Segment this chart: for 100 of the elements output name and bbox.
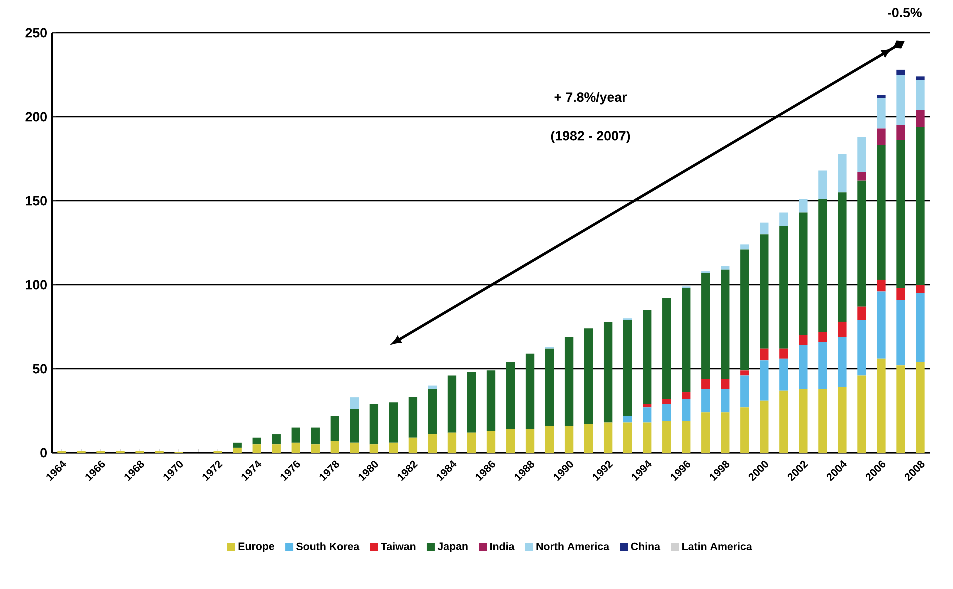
bar [896, 70, 906, 75]
y-tick-label: 200 [26, 112, 47, 122]
legend-label: China [631, 542, 661, 550]
legend-label: Latin America [682, 542, 752, 550]
bar [643, 422, 652, 453]
bar [682, 399, 691, 422]
bar [428, 434, 438, 453]
legend-label: Europe [238, 542, 275, 552]
bar [486, 431, 496, 453]
bar [721, 412, 730, 453]
bar [311, 444, 320, 453]
bar [311, 428, 320, 445]
bar [780, 348, 788, 359]
bar [896, 74, 906, 126]
bar [292, 428, 300, 443]
bar [818, 389, 828, 453]
bar [370, 404, 379, 445]
bar [330, 441, 340, 453]
bar [702, 273, 710, 380]
bar [252, 444, 262, 453]
bar [702, 412, 710, 453]
bar [896, 125, 906, 141]
bar [916, 110, 925, 128]
bar [545, 348, 554, 426]
bar [506, 429, 516, 453]
y-tick-label: 150 [26, 196, 47, 206]
bar [838, 154, 847, 193]
bar [858, 172, 866, 181]
bar [818, 332, 828, 342]
bar [721, 389, 730, 413]
bar [682, 421, 691, 453]
bar [916, 362, 925, 453]
bar [896, 140, 906, 288]
legend-label: India [490, 542, 515, 550]
bar [916, 76, 925, 80]
bar [662, 298, 672, 400]
bar [799, 212, 808, 336]
text: -0.5% [888, 8, 922, 18]
annotation: (1982 - 2007) [551, 130, 630, 144]
bar [858, 376, 866, 453]
bar [467, 432, 476, 453]
bar [760, 222, 769, 235]
bar [916, 127, 925, 285]
bar [702, 379, 710, 390]
bar [233, 448, 242, 453]
bar [564, 337, 574, 426]
bar [682, 392, 691, 400]
bar [604, 322, 613, 423]
bar [799, 199, 808, 213]
bar [408, 398, 418, 438]
bar [448, 432, 457, 453]
bar [350, 398, 360, 410]
bar [233, 442, 242, 448]
bar [858, 306, 866, 320]
bar [721, 379, 730, 390]
bar [526, 354, 535, 430]
bar [702, 389, 710, 413]
bar [858, 137, 866, 172]
bar [467, 372, 476, 433]
bar [838, 337, 847, 388]
bar [370, 444, 379, 453]
bar [506, 362, 516, 430]
bar [877, 146, 886, 280]
bar [780, 226, 788, 349]
bar [682, 288, 691, 393]
bar [721, 266, 730, 270]
bar [877, 128, 886, 146]
bar [760, 348, 769, 361]
bar [564, 426, 574, 453]
bar [838, 387, 847, 453]
bar [350, 442, 360, 453]
bar [760, 400, 769, 453]
y-tick-label: 50 [33, 364, 47, 374]
bar [740, 408, 750, 453]
annotation: + 7.8%/year [554, 92, 628, 105]
bar [896, 300, 906, 366]
bar [838, 322, 847, 338]
bar [721, 270, 730, 380]
legend-label: Japan [438, 542, 468, 552]
bar [877, 292, 886, 359]
bar [799, 335, 808, 346]
bar [877, 280, 886, 292]
bar [252, 438, 262, 445]
y-tick-label: 0 [40, 448, 47, 458]
bar [740, 370, 750, 376]
bar [799, 389, 808, 453]
bar [780, 212, 788, 226]
bar [877, 358, 886, 453]
bar [389, 402, 398, 443]
bar [780, 358, 788, 391]
bar [350, 409, 360, 443]
bar [389, 442, 398, 453]
bar [818, 170, 828, 200]
bar [272, 434, 281, 445]
legend-label: South Korea [296, 542, 360, 550]
bar [780, 390, 788, 453]
bar [643, 310, 652, 404]
bar [858, 180, 866, 307]
bar [623, 416, 632, 423]
bar [818, 342, 828, 390]
